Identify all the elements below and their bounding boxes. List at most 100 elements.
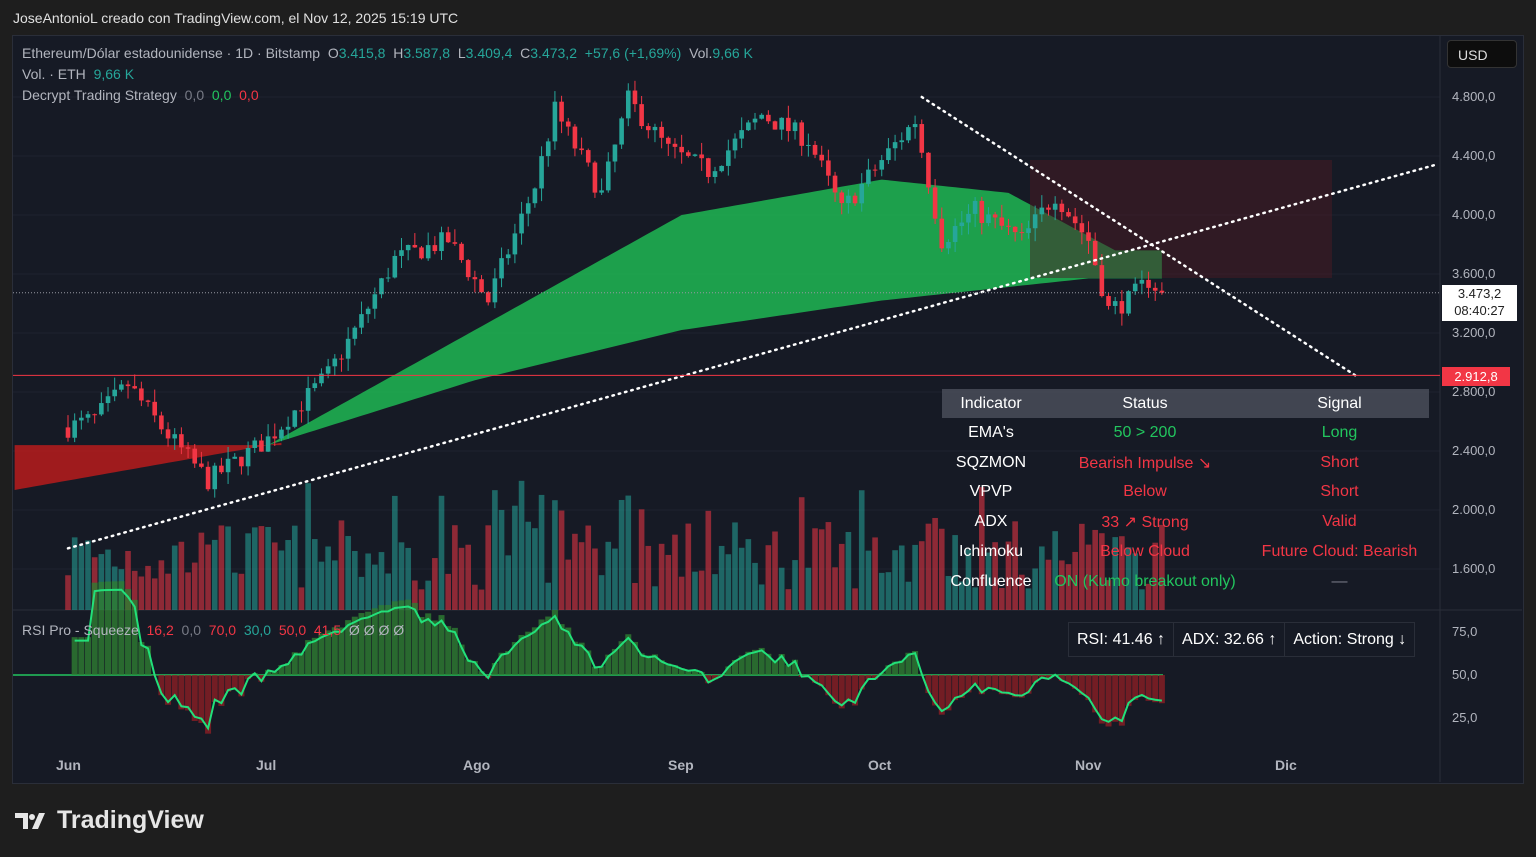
volume-bar [338,520,345,610]
volume-bar [198,532,205,610]
candle-body [192,448,198,464]
volume-bar [772,531,778,610]
candle-body [1052,203,1058,210]
strategy-legend: Decrypt Trading Strategy 0,0 0,0 0,0 [22,87,259,103]
candle-body [726,150,731,166]
squeeze-bar [938,675,945,715]
tradingview-logo[interactable]: TradingView [15,806,204,835]
volume-bar [405,547,411,610]
volume-bar [1059,560,1065,610]
candle-body [605,161,611,191]
candle-body [532,188,538,204]
squeeze-bar [378,605,385,675]
volume-bar [78,545,85,610]
candle-body [972,200,978,214]
volume-bar [672,534,678,610]
candle-body [225,458,231,473]
volume-bar [151,578,158,610]
squeeze-bar [311,637,318,675]
volume-bar [1139,589,1145,610]
rsi-line [74,588,1163,731]
table-header: Indicator Status Signal [942,389,1429,418]
candle-body [966,213,971,223]
candle-body [892,142,898,149]
squeeze-bar [105,581,112,675]
squeeze-bar [298,652,305,675]
squeeze-bar [1092,675,1099,713]
squeeze-bar [365,611,372,675]
squeeze-bar [145,645,152,675]
volume-bar [1012,521,1018,610]
squeeze-bar [752,649,759,675]
volume-bar [538,494,545,610]
candle-body [579,148,584,151]
indicator-table: Indicator Status Signal EMA's 50 > 200 Long S… [942,389,1429,597]
candle-body [125,384,131,387]
time-tick: Ago [463,757,491,773]
candle-body [699,154,704,159]
candle-body [259,440,264,452]
volume-bar [658,543,665,610]
row-status: Bearish Impulse ↘ [1078,454,1212,472]
candle-body [272,436,278,439]
volume-bar [185,572,191,610]
squeeze-bar [371,608,378,675]
candle-body [1112,301,1118,306]
squeeze-bar [1025,675,1032,694]
row-status: 50 > 200 [1113,423,1177,441]
volume-bar [205,544,211,610]
squeeze-bar [1098,675,1105,724]
squeeze-bar [651,654,658,675]
low-label: L [457,45,466,61]
candle-body [932,187,938,219]
volume-bar [892,550,898,610]
currency-button[interactable]: USD [1447,40,1517,68]
strategy-label[interactable]: Decrypt Trading Strategy [22,87,177,103]
volume-bar [878,572,885,610]
tradingview-logo-icon [15,812,45,829]
squeeze-bar [91,582,98,675]
volume-indicator-label[interactable]: Vol. · ETH [22,66,86,82]
volume-bar [418,589,425,610]
volume-bar [1085,544,1092,610]
rsi-label[interactable]: RSI Pro - Squeeze [22,622,139,638]
rsi-value-6: 41,5 [313,622,342,638]
candle-body [232,456,238,459]
candle-body [906,127,911,141]
candle-body [619,118,624,145]
squeeze-bar [1145,675,1152,701]
volume-bar [225,526,231,610]
symbol-name[interactable]: Ethereum/Dólar estadounidense · 1D · Bit… [22,45,321,61]
squeeze-bar [925,675,932,694]
candle-body [1006,225,1011,227]
squeeze-bar [185,675,192,711]
volume-bar [145,565,151,610]
candle-body [919,124,925,153]
volume-bar [265,526,271,610]
candle-body [445,232,451,243]
volume-bar [965,549,972,610]
squeeze-bar [571,641,578,675]
table-row: ADX 33 ↗ Strong Valid [942,507,1429,537]
candle-body [666,137,671,144]
volume-bar [1105,580,1112,610]
candle-body [1146,279,1151,288]
candle-body [752,118,758,123]
squeeze-bar [785,665,792,675]
volume-bar [732,522,738,610]
volume-bar [678,576,685,610]
header-status: Status [1122,394,1168,412]
squeeze-bar [778,654,785,675]
candle-body [265,436,271,452]
volume-bar [778,567,785,610]
squeeze-bar [645,655,652,675]
volume-bar [231,572,238,610]
candle-body [425,245,431,259]
squeeze-bar [1132,675,1139,700]
trendline [66,163,1437,550]
row-indicator: Confluence [950,572,1032,590]
candle-body [492,278,498,303]
candle-body [452,242,458,244]
volume-bar [718,545,725,610]
